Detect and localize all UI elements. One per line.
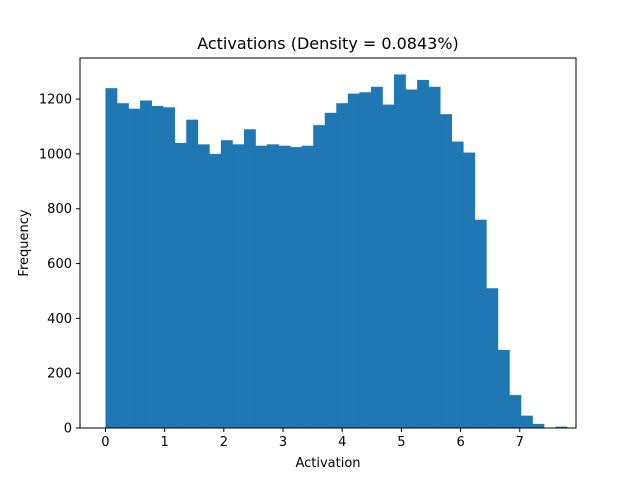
- histogram-bar: [197, 144, 210, 428]
- histogram-bar: [440, 114, 453, 428]
- x-tick-label: 0: [101, 435, 109, 450]
- histogram-bar: [151, 105, 164, 429]
- histogram-bar: [220, 140, 233, 428]
- histogram-bar: [405, 89, 418, 429]
- histogram-bar: [163, 107, 176, 428]
- histogram-bar: [394, 74, 406, 428]
- y-tick-label: 200: [47, 367, 72, 382]
- histogram-bar: [232, 144, 245, 428]
- x-tick-label: 5: [397, 435, 405, 450]
- chart-title: Activations (Density = 0.0843%): [197, 34, 459, 53]
- y-tick-label: 800: [47, 202, 72, 217]
- histogram-bar: [555, 426, 568, 428]
- histogram-bar: [186, 119, 199, 429]
- histogram-bar: [474, 219, 487, 428]
- histogram-bar: [324, 112, 337, 428]
- histogram-bar: [382, 104, 395, 428]
- histogram-bar: [532, 423, 545, 428]
- histogram-bar: [301, 145, 314, 428]
- histogram-bar: [417, 79, 429, 429]
- histogram-bar: [174, 142, 187, 428]
- histogram-bar: [313, 125, 326, 429]
- histogram-bar: [509, 395, 522, 428]
- x-tick-label: 2: [220, 435, 228, 450]
- x-tick-label: 1: [160, 435, 168, 450]
- histogram-bar: [428, 86, 441, 428]
- y-axis-label: Frequency: [17, 209, 32, 276]
- x-axis-ticks: 0 1 2 3 4 5 6 7: [101, 428, 524, 450]
- y-tick-label: 0: [64, 422, 72, 437]
- histogram-bar: [116, 103, 129, 428]
- x-tick-label: 4: [338, 435, 346, 450]
- histogram-bar: [520, 415, 533, 428]
- y-tick-label: 600: [47, 257, 72, 272]
- histogram-bar: [359, 92, 372, 428]
- histogram-bar: [463, 152, 476, 428]
- x-tick-label: 3: [279, 435, 287, 450]
- y-tick-label: 400: [47, 312, 72, 327]
- y-tick-label: 1000: [39, 147, 72, 162]
- histogram-bar: [486, 288, 499, 428]
- x-axis-label: Activation: [295, 456, 360, 471]
- histogram-bar: [497, 349, 510, 428]
- histogram-bar: [105, 88, 118, 429]
- histogram-bar: [209, 153, 222, 428]
- histogram-bar: [290, 147, 303, 428]
- histogram-bar: [267, 144, 279, 428]
- histogram-bars: [105, 74, 568, 429]
- histogram-bar: [140, 100, 152, 428]
- histogram-bar: [278, 145, 291, 428]
- histogram-bar: [370, 86, 383, 428]
- histogram-bar: [243, 129, 256, 428]
- x-tick-label: 6: [456, 435, 464, 450]
- histogram-bar: [255, 145, 268, 428]
- plot-frame: [79, 57, 577, 429]
- histogram-bar: [128, 108, 141, 428]
- histogram-bar: [451, 141, 464, 428]
- histogram-bar: [336, 103, 349, 428]
- y-axis-ticks: 0 200 400 600 800 1000 1200: [39, 93, 80, 437]
- x-tick-label: 7: [516, 435, 524, 450]
- y-tick-label: 1200: [39, 93, 72, 108]
- histogram-bar: [347, 93, 360, 428]
